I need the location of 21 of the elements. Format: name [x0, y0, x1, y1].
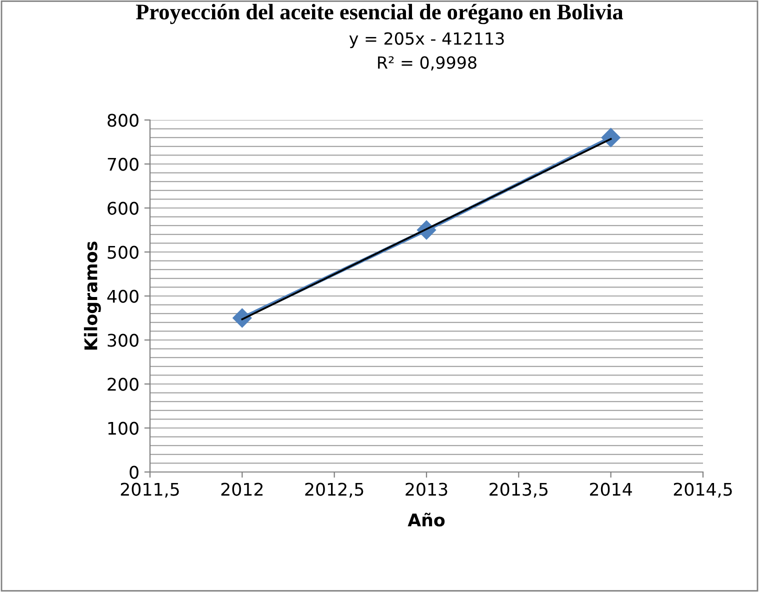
x-tick-label: 2012 — [221, 482, 263, 496]
text: y = 205x - 412113 — [349, 32, 504, 48]
y-tick-label: 800 — [108, 114, 138, 127]
y-tick-label: 600 — [108, 202, 138, 215]
x-tick-label: 2012,5 — [305, 482, 364, 498]
x-tick-label: 2011,5 — [120, 482, 179, 498]
y-tick-label: 0 — [130, 466, 138, 479]
y-tick-label: 500 — [108, 246, 138, 259]
x-tick-label: 2013 — [406, 482, 448, 496]
text: R² = 0,9998 — [378, 56, 476, 71]
y-tick-label: 100 — [108, 422, 138, 435]
y-tick-label: 200 — [108, 378, 138, 391]
y-axis-title: Kilogramos — [84, 242, 101, 350]
x-tick-label: 2014 — [590, 482, 632, 496]
x-axis-title: Año — [408, 512, 445, 527]
y-tick-label: 700 — [108, 158, 138, 171]
x-tick-label: 2014,5 — [674, 482, 732, 498]
chart-title: Proyección del aceite esencial de orégano en Bolivia — [136, 4, 624, 24]
x-tick-label: 2013,5 — [490, 482, 548, 498]
y-tick-label: 400 — [107, 290, 138, 303]
y-tick-label: 300 — [108, 334, 138, 347]
